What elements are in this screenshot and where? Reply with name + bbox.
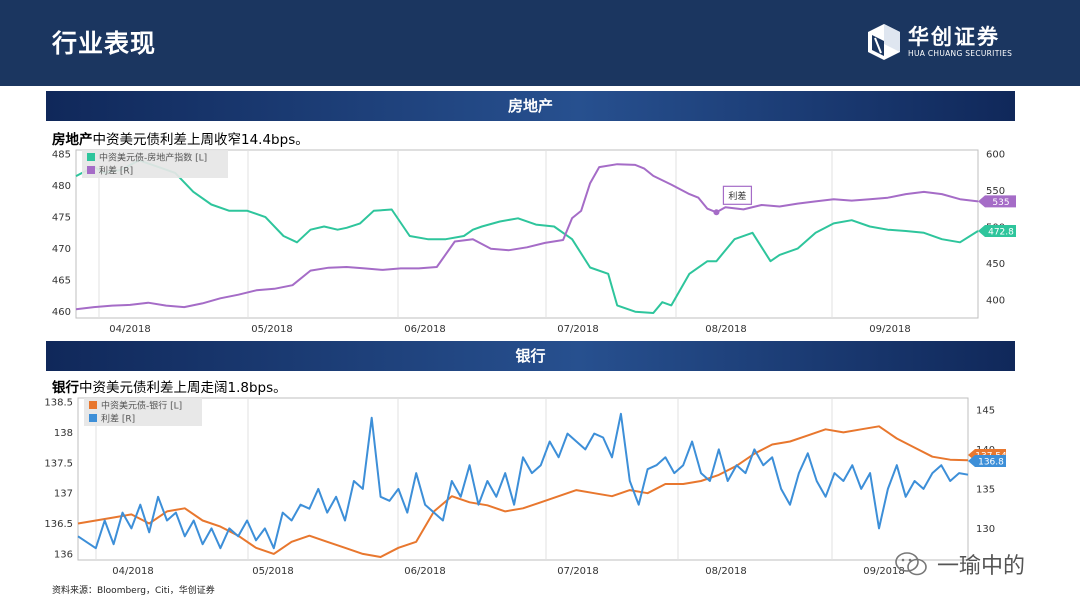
left-axis-tick: 475 bbox=[52, 213, 71, 224]
desc-bold: 银行 bbox=[52, 380, 79, 396]
logo-cube-icon bbox=[868, 24, 900, 60]
series-end-tag-0 bbox=[978, 224, 1016, 237]
plot-area bbox=[77, 397, 969, 561]
x-axis-tick: 06/2018 bbox=[404, 324, 446, 335]
series-end-value: 136.8 bbox=[978, 458, 1004, 468]
source-note: 资料来源：Bloomberg，Citi，华创证券 bbox=[52, 586, 215, 596]
left-axis-tick: 465 bbox=[52, 276, 71, 287]
section-bar-bank: 银行 bbox=[46, 341, 1015, 371]
right-axis-tick: 550 bbox=[986, 186, 1005, 197]
series-line-0 bbox=[77, 425, 969, 558]
legend-swatch bbox=[87, 166, 95, 174]
series-end-tag-1 bbox=[968, 455, 1006, 467]
series-end-value: 535 bbox=[992, 198, 1009, 208]
legend-label: 利差 [R] bbox=[99, 165, 133, 177]
left-axis-tick: 460 bbox=[52, 307, 71, 318]
right-axis-tick: 450 bbox=[986, 259, 1005, 270]
watermark-text: 一瑜中的 bbox=[937, 554, 1026, 579]
right-axis-tick: 135 bbox=[976, 484, 995, 495]
legend-label: 中资美元债-房地产指数 [L] bbox=[99, 152, 207, 164]
left-axis-tick: 485 bbox=[52, 150, 71, 161]
x-axis-tick: 04/2018 bbox=[109, 324, 151, 335]
x-axis-tick: 09/2018 bbox=[869, 324, 911, 335]
left-axis-tick: 137 bbox=[54, 489, 73, 500]
annotation-box bbox=[722, 185, 753, 205]
brand-name-cn: 华创证券 bbox=[908, 25, 1000, 49]
desc-text: 中资美元债利差上周收窄14.4bps。 bbox=[92, 132, 309, 148]
left-axis-tick: 138.5 bbox=[44, 398, 73, 409]
annotation-label: 利差 bbox=[728, 190, 746, 202]
right-axis-tick: 145 bbox=[976, 405, 995, 416]
section-desc-bank: 银行中资美元债利差上周走阔1.8bps。 bbox=[52, 376, 287, 396]
wechat-icon bbox=[895, 552, 927, 576]
annotation-marker bbox=[713, 209, 720, 216]
left-axis-tick: 137.5 bbox=[44, 458, 73, 469]
left-axis-tick: 136 bbox=[54, 549, 73, 560]
x-axis-tick: 04/2018 bbox=[112, 566, 154, 577]
series-line-1 bbox=[77, 412, 969, 550]
legend-swatch bbox=[87, 153, 95, 161]
page-title: 行业表现 bbox=[52, 29, 157, 58]
series-end-tag-1 bbox=[978, 195, 1016, 208]
section-desc-real-estate: 房地产中资美元债利差上周收窄14.4bps。 bbox=[52, 128, 309, 148]
chart-real-estate: 46046547047548048540045050055060004/2018… bbox=[52, 149, 1016, 335]
legend-swatch bbox=[89, 414, 97, 422]
left-axis-tick: 136.5 bbox=[44, 519, 73, 530]
series-end-value: 472.8 bbox=[988, 227, 1014, 237]
x-axis-tick: 08/2018 bbox=[705, 324, 747, 335]
desc-bold: 房地产 bbox=[52, 132, 93, 148]
right-axis-tick: 130 bbox=[976, 524, 995, 535]
legend-box bbox=[82, 150, 228, 178]
left-axis-tick: 470 bbox=[52, 244, 71, 255]
legend-swatch bbox=[89, 401, 97, 409]
x-axis-tick: 07/2018 bbox=[557, 324, 599, 335]
brand-name-en: HUA CHUANG SECURITIES bbox=[908, 49, 1013, 58]
x-axis-tick: 07/2018 bbox=[557, 566, 599, 577]
legend-box bbox=[84, 398, 202, 426]
legend-label: 利差 [R] bbox=[101, 413, 135, 425]
chart-bank: 136136.5137137.5138138.513013514014504/2… bbox=[44, 397, 1007, 577]
x-axis-tick: 05/2018 bbox=[251, 324, 293, 335]
brand-logo: 华创证券 HUA CHUANG SECURITIES bbox=[864, 21, 1034, 65]
series-line-1 bbox=[75, 163, 979, 311]
series-line-0 bbox=[75, 159, 979, 314]
left-axis-tick: 480 bbox=[52, 181, 71, 192]
left-axis-tick: 138 bbox=[54, 428, 73, 439]
section-bar-real-estate: 房地产 bbox=[46, 91, 1015, 121]
right-axis-tick: 400 bbox=[986, 295, 1005, 306]
x-axis-tick: 08/2018 bbox=[705, 566, 747, 577]
desc-text: 中资美元债利差上周走阔1.8bps。 bbox=[79, 380, 287, 396]
x-axis-tick: 09/2018 bbox=[863, 566, 905, 577]
right-axis-tick: 600 bbox=[986, 150, 1005, 161]
x-axis-tick: 06/2018 bbox=[404, 566, 446, 577]
watermark: 一瑜中的 bbox=[894, 548, 1026, 579]
legend-label: 中资美元债-银行 [L] bbox=[101, 400, 182, 412]
header-bar: 行业表现 华创证券 HUA CHUANG SECURITIES bbox=[0, 0, 1080, 86]
x-axis-tick: 05/2018 bbox=[252, 566, 294, 577]
